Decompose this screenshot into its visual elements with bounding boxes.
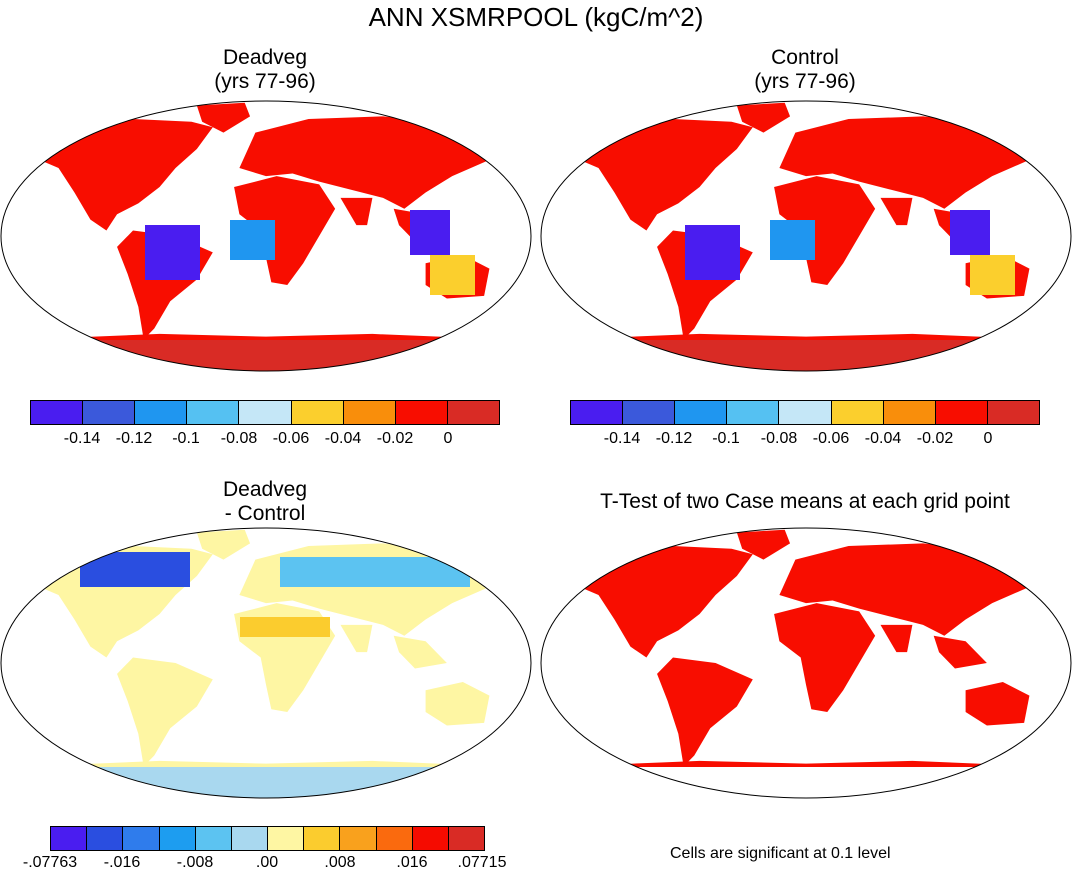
tick-label: -0.1 [712, 430, 740, 447]
cbar-top-swatch [727, 401, 780, 424]
tick-label: -.008 [176, 854, 214, 871]
cbar-diff-swatch [340, 827, 377, 850]
deadveg-colorbar-ticks: -0.14 -0.12 -0.1 -0.08 -0.06 -0.04 -0.02… [30, 430, 500, 452]
tick-label: -.07763 [22, 854, 78, 871]
diff-map [0, 527, 532, 799]
ttest-title-line1: T-Test of two Case means at each grid po… [600, 490, 1010, 513]
cbar-top-swatch [779, 401, 832, 424]
tick-label: -.016 [103, 854, 141, 871]
deadveg-title-line1: Deadveg [222, 46, 308, 69]
tick-label: .008 [324, 854, 356, 871]
diff-panel-title: Deadveg - Control [165, 478, 365, 526]
cbar-top-swatch [395, 401, 448, 424]
tick-label: -0.1 [172, 430, 200, 447]
diff-title-line1: Deadveg [222, 478, 308, 501]
tick-label: -0.12 [655, 430, 693, 447]
tick-label: -0.02 [376, 430, 414, 447]
tick-label: -0.12 [115, 430, 153, 447]
control-title-line2: (yrs 77-96) [754, 70, 856, 93]
control-title-line1: Control [771, 46, 839, 69]
cbar-top-swatch [135, 401, 188, 424]
tick-label: .07715 [457, 854, 507, 871]
cbar-top-swatch [675, 401, 728, 424]
cbar-top-swatch [291, 401, 344, 424]
control-panel-title: Control (yrs 77-96) [705, 46, 905, 94]
diff-colorbar-ticks: -.07763 -.016 -.008 .00 .008 .016 .07715 [23, 854, 507, 876]
cbar-diff-swatch [448, 827, 485, 850]
tick-label: -0.02 [916, 430, 954, 447]
cbar-diff-swatch [376, 827, 413, 850]
cbar-diff-swatch [195, 827, 232, 850]
cbar-diff-swatch [412, 827, 449, 850]
tick-label: -0.08 [760, 430, 798, 447]
deadveg-title-line2: (yrs 77-96) [214, 70, 316, 93]
cbar-diff-swatch [51, 827, 88, 850]
cbar-top-swatch [31, 401, 84, 424]
cbar-top-swatch [987, 401, 1039, 424]
tick-label: -0.06 [272, 430, 310, 447]
ttest-panel-title: T-Test of two Case means at each grid po… [545, 490, 1065, 514]
cbar-top-swatch [831, 401, 884, 424]
diff-title-line2: - Control [224, 502, 306, 525]
cbar-diff-swatch [268, 827, 305, 850]
cbar-diff-swatch [304, 827, 341, 850]
significance-note: Cells are significant at 0.1 level [670, 845, 891, 862]
cbar-top-swatch [623, 401, 676, 424]
deadveg-panel-title: Deadveg (yrs 77-96) [165, 46, 365, 94]
control-colorbar-ticks: -0.14 -0.12 -0.1 -0.08 -0.06 -0.04 -0.02… [570, 430, 1040, 452]
cbar-top-swatch [447, 401, 499, 424]
tick-label: -0.06 [812, 430, 850, 447]
tick-label: .016 [396, 854, 428, 871]
control-map [540, 100, 1072, 372]
cbar-top-swatch [935, 401, 988, 424]
deadveg-colorbar [30, 400, 500, 425]
tick-label: 0 [443, 430, 453, 447]
control-colorbar [570, 400, 1040, 425]
tick-label: -0.14 [603, 430, 641, 447]
cbar-diff-swatch [87, 827, 124, 850]
cbar-diff-swatch [123, 827, 160, 850]
tick-label: -0.04 [864, 430, 902, 447]
cbar-top-swatch [343, 401, 396, 424]
diff-colorbar [50, 826, 485, 851]
tick-label: -0.08 [220, 430, 258, 447]
cbar-diff-swatch [231, 827, 269, 850]
cbar-top-swatch [571, 401, 624, 424]
tick-label: 0 [983, 430, 993, 447]
tick-label: -0.14 [63, 430, 101, 447]
cbar-top-swatch [883, 401, 936, 424]
figure-title: ANN XSMRPOOL (kgC/m^2) [368, 2, 704, 32]
cbar-top-swatch [239, 401, 292, 424]
cbar-top-swatch [187, 401, 240, 424]
cbar-diff-swatch [159, 827, 196, 850]
cbar-top-swatch [83, 401, 136, 424]
tick-label: -0.04 [324, 430, 362, 447]
ttest-map [540, 527, 1072, 799]
tick-label: .00 [255, 854, 279, 871]
deadveg-map [0, 100, 532, 372]
